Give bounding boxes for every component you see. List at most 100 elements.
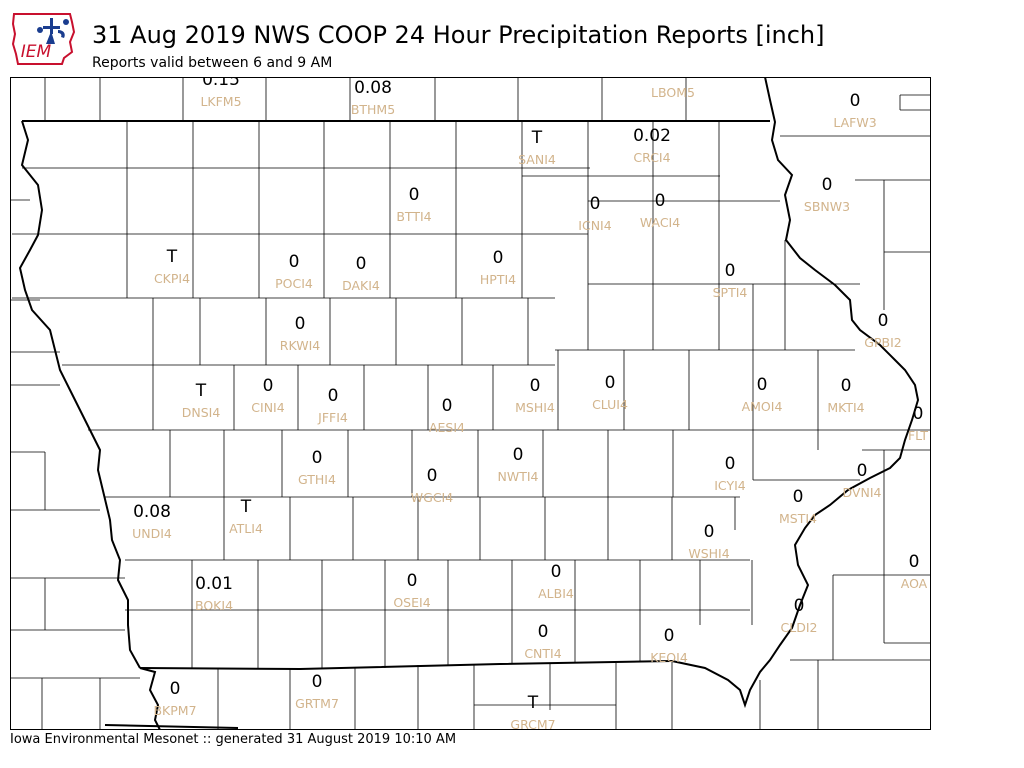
station-id-label: GRCM7 — [510, 717, 555, 730]
station-amoi4: 0 AMOI4 — [742, 375, 783, 414]
station-id-label: AMOI4 — [742, 399, 783, 414]
station-value: 0.15 — [202, 77, 240, 90]
station-id-label: KEOI4 — [650, 650, 688, 665]
station-waci4: 0 WACI4 — [640, 191, 680, 230]
station-lafw3: 0 LAFW3 — [833, 91, 876, 130]
station-crci4: 0.02 CRCI4 — [633, 126, 671, 165]
station-undi4: 0.08 UNDI4 — [132, 502, 172, 541]
station-id-label: CNTI4 — [524, 646, 561, 661]
station-id-label: BOKI4 — [195, 598, 233, 613]
station-value: 0 — [878, 311, 889, 331]
station-icni4: 0 ICNI4 — [578, 194, 611, 233]
station-value: T — [527, 693, 539, 713]
station-id-label: FLT — [908, 428, 928, 443]
station-value: 0 — [822, 175, 833, 195]
station-id-label: MSHI4 — [515, 400, 555, 415]
station-id-label: BTHM5 — [351, 102, 395, 117]
station-value: 0 — [655, 191, 666, 211]
county-grid — [10, 77, 931, 730]
station-layer: 0.15 LKFM5 0.08 BTHM5 LBOM5 0 LAFW3 T SANI4 0.02 C… — [132, 77, 928, 730]
station-value: 0 — [850, 91, 861, 111]
station-id-label: DAKI4 — [342, 278, 380, 293]
station-id-label: NWTI4 — [498, 469, 539, 484]
station-btti4: 0 BTTI4 — [396, 185, 431, 224]
station-value: 0 — [794, 596, 805, 616]
station-ckpi4: T CKPI4 — [154, 247, 190, 286]
station-poci4: 0 POCI4 — [275, 252, 313, 291]
iem-logo: IEM — [10, 8, 78, 66]
station-id-label: GPBI2 — [864, 335, 901, 350]
station-wshi4: 0 WSHI4 — [688, 522, 729, 561]
station-value: 0 — [263, 376, 274, 396]
station-id-label: HPTI4 — [480, 272, 516, 287]
station-daki4: 0 DAKI4 — [342, 254, 380, 293]
station-value: 0 — [427, 466, 438, 486]
station-osei4: 0 OSEI4 — [393, 571, 430, 610]
station-value: 0 — [590, 194, 601, 214]
station-id-label: MSTI4 — [779, 511, 817, 526]
logo-text: IEM — [21, 42, 52, 62]
station-id-label: LBOM5 — [651, 85, 695, 100]
state-boundaries — [18, 77, 920, 730]
station-value: T — [166, 247, 178, 267]
station-lbom5: LBOM5 — [651, 85, 695, 100]
station-wgci4: 0 WGCI4 — [411, 466, 453, 505]
station-value: 0 — [295, 314, 306, 334]
station-dvni4: 0 DVNI4 — [843, 461, 882, 500]
station-value: 0 — [493, 248, 504, 268]
station-id-label: DVNI4 — [843, 485, 882, 500]
station-value: 0 — [312, 672, 323, 692]
station-value: 0.08 — [354, 78, 392, 98]
station-value: 0 — [664, 626, 675, 646]
map-footer: Iowa Environmental Mesonet :: generated … — [10, 732, 457, 747]
station-id-label: GTHI4 — [298, 472, 336, 487]
station-id-label: LKFM5 — [200, 94, 241, 109]
station-id-label: SPTI4 — [713, 285, 748, 300]
station-lkfm5: 0.15 LKFM5 — [200, 77, 241, 109]
station-cini4: 0 CINI4 — [251, 376, 284, 415]
station-keoi4: 0 KEOI4 — [650, 626, 688, 665]
station-id-label: CLUI4 — [592, 397, 628, 412]
station-id-label: RKWI4 — [280, 338, 320, 353]
station-id-label: ALBI4 — [538, 586, 574, 601]
station-id-label: GRTM7 — [295, 696, 339, 711]
station-id-label: AOA — [901, 576, 928, 591]
station-value: 0 — [409, 185, 420, 205]
station-id-label: SBNW3 — [804, 199, 850, 214]
station-id-label: BTTI4 — [396, 209, 431, 224]
station-value: 0 — [605, 373, 616, 393]
station-id-label: WGCI4 — [411, 490, 453, 505]
station-aesi4: 0 AESI4 — [429, 396, 465, 435]
station-value: 0.08 — [133, 502, 171, 522]
station-id-label: UNDI4 — [132, 526, 172, 541]
station-id-label: ICNI4 — [578, 218, 611, 233]
station-msti4: 0 MSTI4 — [779, 487, 817, 526]
station-cnti4: 0 CNTI4 — [524, 622, 561, 661]
station-value: 0.01 — [195, 574, 233, 594]
station-id-label: CRCI4 — [633, 150, 670, 165]
station-jffi4: 0 JFFI4 — [317, 386, 348, 425]
station-id-label: MKTI4 — [827, 400, 864, 415]
station-value: T — [531, 128, 543, 148]
station-value: 0 — [289, 252, 300, 272]
station-value: 0 — [170, 679, 181, 699]
station-value: T — [240, 497, 252, 517]
station-value: 0.02 — [633, 126, 671, 146]
station-bkpm7: 0 BKPM7 — [153, 679, 196, 718]
station-dnsi4: T DNSI4 — [182, 381, 221, 420]
map-subtitle: Reports valid between 6 and 9 AM — [92, 55, 333, 71]
station-gthi4: 0 GTHI4 — [298, 448, 336, 487]
station-cldi2: 0 CLDI2 — [781, 596, 818, 635]
station-id-label: POCI4 — [275, 276, 313, 291]
station-value: 0 — [513, 445, 524, 465]
station-id-label: ICYI4 — [714, 478, 746, 493]
station-id-label: LAFW3 — [833, 115, 876, 130]
station-value: 0 — [725, 454, 736, 474]
station-value: 0 — [793, 487, 804, 507]
station-hpti4: 0 HPTI4 — [480, 248, 516, 287]
station-value: 0 — [312, 448, 323, 468]
station-albi4: 0 ALBI4 — [538, 562, 574, 601]
station-mshi4: 0 MSHI4 — [515, 376, 555, 415]
station-id-label: CLDI2 — [781, 620, 818, 635]
station-value: 0 — [356, 254, 367, 274]
